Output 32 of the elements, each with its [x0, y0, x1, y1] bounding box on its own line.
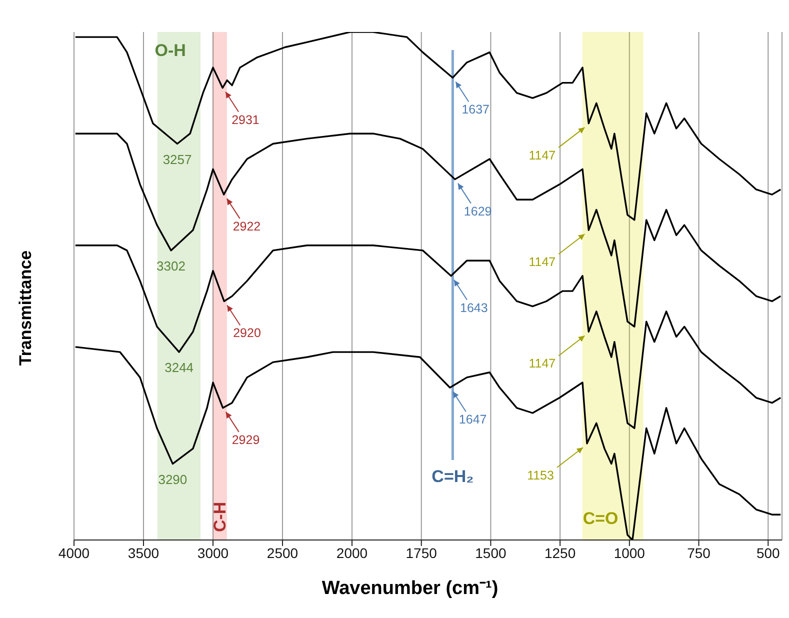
- annotation: 1147: [528, 356, 556, 371]
- annotation: 1643: [460, 300, 488, 315]
- x-tick-label: 1750: [406, 544, 438, 561]
- annotation: 3290: [158, 472, 188, 487]
- y-axis-title: Transmittance: [16, 250, 36, 366]
- x-tick-label: 1500: [475, 544, 506, 561]
- ref-line-label: C=H₂: [432, 467, 474, 486]
- x-tick-label: 3000: [197, 544, 229, 561]
- annotation: 2922: [232, 220, 261, 234]
- annotation: 1147: [528, 148, 556, 162]
- x-tick-label: 2000: [336, 544, 368, 561]
- annotation: 1153: [527, 468, 554, 482]
- x-tick-label: 500: [756, 544, 780, 561]
- annotation: 1147: [528, 255, 556, 270]
- annotation: 2929: [232, 432, 260, 447]
- x-tick-label: 1000: [614, 544, 646, 561]
- annotation: 2920: [233, 326, 261, 340]
- band-label: C-H: [210, 502, 230, 532]
- band-label: O-H: [154, 41, 186, 60]
- annotation: 1647: [458, 412, 487, 427]
- annotation: 1637: [462, 102, 490, 117]
- annotation: 2931: [232, 112, 260, 127]
- annotation: 3257: [162, 152, 192, 167]
- annotation: 3302: [156, 258, 186, 274]
- x-tick-label: 750: [687, 544, 711, 561]
- band-label: C=O: [582, 509, 618, 528]
- annotation: 3244: [164, 360, 194, 376]
- x-tick-label: 4000: [58, 544, 90, 561]
- x-tick-label: 1250: [544, 544, 576, 561]
- x-tick-label: 3500: [128, 544, 160, 561]
- x-axis-title: Wavenumber (cm⁻¹): [322, 577, 498, 600]
- x-tick-label: 2500: [266, 544, 298, 561]
